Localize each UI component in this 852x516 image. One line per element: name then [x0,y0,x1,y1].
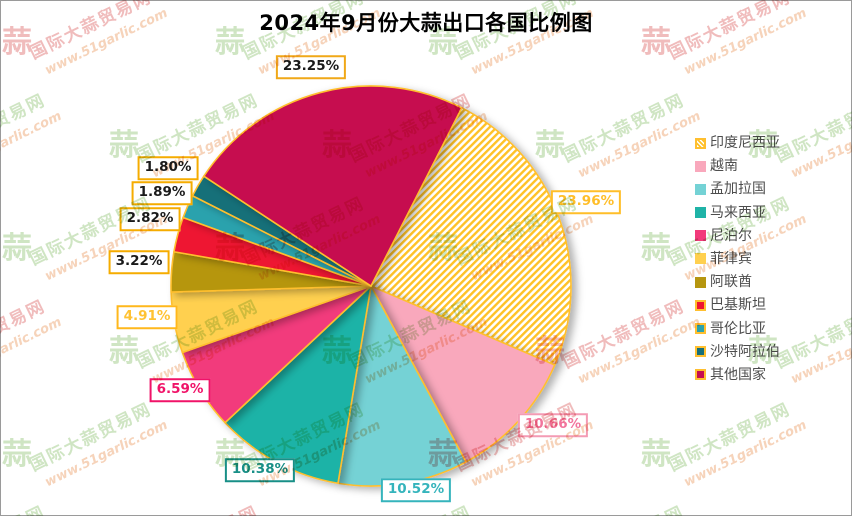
legend-item-label: 沙特阿拉伯 [710,343,780,360]
legend-item-label: 孟加拉国 [710,181,766,198]
legend-item-label: 越南 [710,158,738,175]
legend-item-label: 印度尼西亚 [710,135,780,151]
legend-swatch [695,346,706,358]
legend-item: 印度尼西亚 [695,136,780,150]
legend-item-label: 哥伦比亚 [710,320,766,337]
pie-slices-group [170,85,572,487]
slice-label: 23.25% [275,55,347,79]
slice-label: 3.22% [108,250,170,274]
legend-item: 尼泊尔 [695,229,780,243]
legend-item-label: 菲律宾 [710,250,752,267]
legend-item: 哥伦比亚 [695,322,780,336]
legend-item: 阿联酋 [695,275,780,289]
legend-item-label: 马来西亚 [710,204,766,221]
legend-swatch [695,276,706,288]
pie-slice [203,85,463,287]
legend-swatch [695,299,706,311]
legend-item: 菲律宾 [695,252,780,266]
legend-item: 越南 [695,159,780,173]
legend-swatch [695,369,706,381]
legend-swatch [695,253,706,265]
legend-item-label: 尼泊尔 [710,227,752,244]
legend: 印度尼西亚越南孟加拉国马来西亚尼泊尔菲律宾阿联酋巴基斯坦哥伦比亚沙特阿拉伯其他国… [695,136,780,391]
legend-item: 沙特阿拉伯 [695,345,780,359]
legend-item-label: 其他国家 [710,366,766,383]
legend-swatch [695,207,706,219]
legend-swatch [695,323,706,334]
slice-label: 10.52% [380,478,452,502]
legend-item-label: 阿联酋 [710,274,752,291]
slice-label: 1.80% [137,156,199,180]
legend-item: 巴基斯坦 [695,298,780,312]
legend-item: 其他国家 [695,368,780,382]
legend-item: 马来西亚 [695,206,780,220]
slice-label: 10.66% [517,413,589,437]
slice-label: 6.59% [149,378,211,402]
legend-swatch [695,230,706,242]
legend-swatch [695,183,706,195]
chart-title: 2024年9月份大蒜出口各国比例图 [259,11,593,35]
legend-swatch [695,160,706,172]
legend-item-label: 巴基斯坦 [710,297,766,314]
slice-label: 10.38% [224,458,296,482]
slice-label: 23.96% [550,190,622,214]
slice-label: 1.89% [131,181,193,205]
slice-label: 2.82% [119,207,181,231]
pie-slice [370,106,572,366]
slice-label: 4.91% [116,305,178,329]
legend-item: 孟加拉国 [695,182,780,196]
legend-swatch [695,137,706,149]
